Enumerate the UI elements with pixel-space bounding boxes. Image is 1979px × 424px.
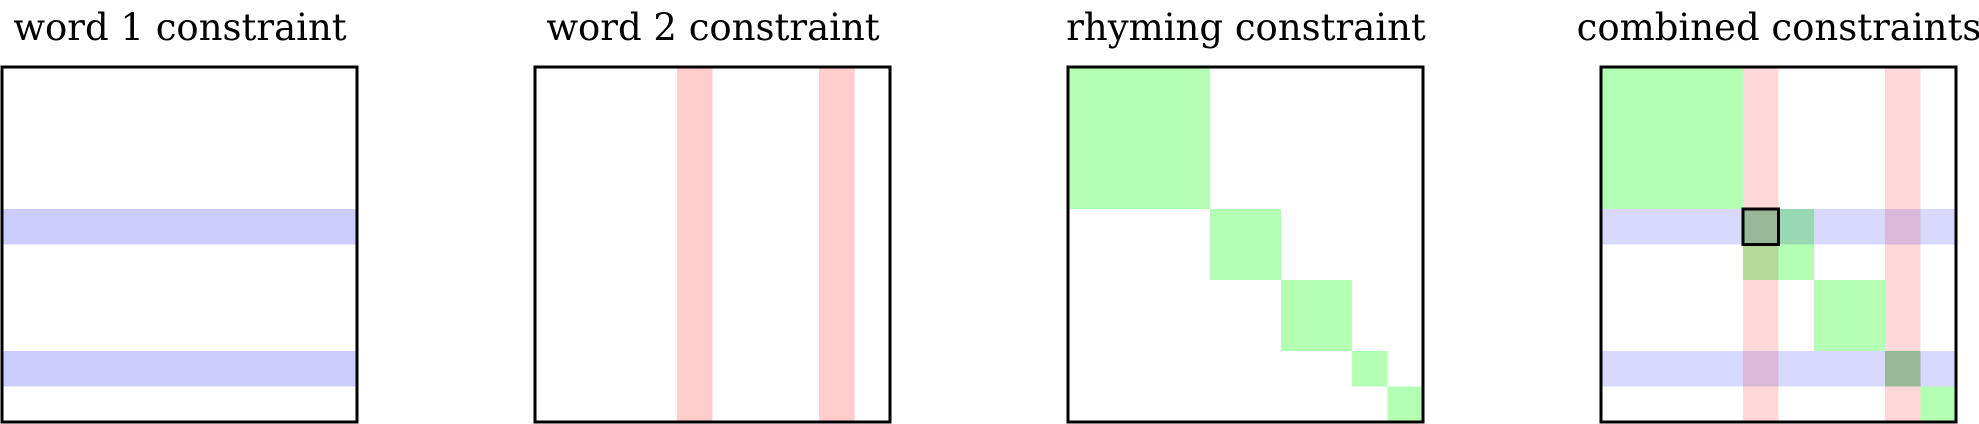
panel-title-word2: word 2 constraint: [546, 6, 880, 49]
highlighted-cell: [1741, 207, 1780, 246]
panel-title-rhyming: rhyming constraint: [1066, 6, 1426, 49]
rhyme-block-4: [1352, 351, 1388, 387]
rhyme-block-2: [1210, 209, 1281, 280]
word1-row-2: [2, 351, 357, 387]
panel-border-2: [533, 65, 892, 424]
rhyme-block-1: [1601, 67, 1743, 209]
rhyme-block-5: [1920, 386, 1956, 422]
panel-title-combined: combined constraints: [1576, 6, 1979, 49]
rhyme-block-5: [1387, 386, 1423, 422]
word1-row-1: [2, 209, 357, 245]
panel-title-word1: word 1 constraint: [13, 6, 347, 49]
rhyme-block-3: [1814, 280, 1885, 351]
word2-column-1: [677, 67, 713, 422]
word2-column-2: [819, 67, 855, 422]
word1-row-2: [1601, 351, 1956, 387]
panel-border-3: [1066, 65, 1425, 424]
rhyme-block-3: [1281, 280, 1352, 351]
panel-border-1: [0, 65, 359, 424]
rhyme-block-1: [1068, 67, 1210, 209]
panel-border-4: [1599, 65, 1958, 424]
